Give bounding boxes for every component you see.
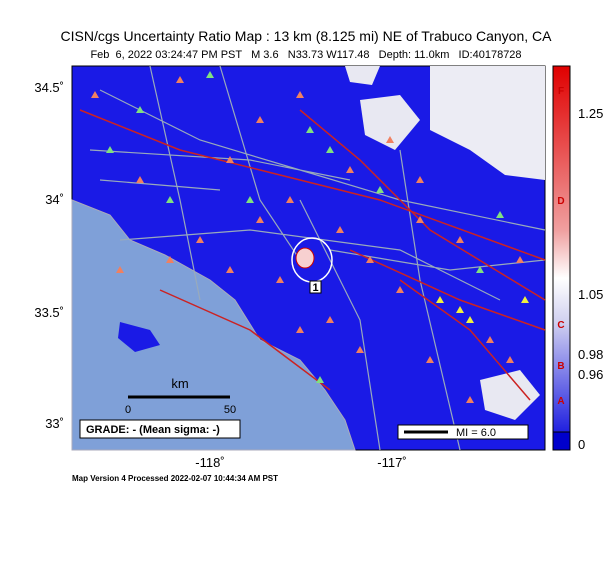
station bbox=[256, 116, 264, 123]
subtitle: Feb 6, 2022 03:24:47 PM PST M 3.6 N33.73… bbox=[90, 49, 521, 61]
station bbox=[166, 256, 174, 263]
station bbox=[336, 226, 344, 233]
grade-letter: A bbox=[557, 396, 564, 407]
scale-start: 0 bbox=[125, 404, 131, 416]
station bbox=[166, 196, 174, 203]
station bbox=[136, 176, 144, 183]
roads bbox=[89, 65, 546, 451]
station bbox=[296, 91, 304, 98]
lon-label: -117˚ bbox=[377, 455, 406, 470]
map: 1 GRADE: - (Mean sigma: -) km 0 50 MI = … bbox=[71, 65, 546, 451]
station bbox=[376, 186, 384, 193]
colorbar-label: 0.98 bbox=[578, 347, 603, 362]
station bbox=[306, 126, 314, 133]
station bbox=[366, 256, 374, 263]
grade: GRADE: - (Mean sigma: -) bbox=[86, 424, 220, 436]
station bbox=[496, 211, 504, 218]
scale-unit: km bbox=[171, 376, 188, 391]
mi-box bbox=[397, 424, 529, 440]
station bbox=[356, 346, 364, 353]
station bbox=[286, 196, 294, 203]
grade-letter: C bbox=[557, 320, 564, 331]
colorbar bbox=[552, 65, 571, 433]
station bbox=[436, 296, 444, 303]
station bbox=[386, 136, 394, 143]
high-uncertainty bbox=[480, 370, 540, 420]
station bbox=[116, 266, 124, 273]
colorbar-zero bbox=[552, 431, 571, 451]
station bbox=[521, 296, 529, 303]
station bbox=[416, 216, 424, 223]
station bbox=[326, 316, 334, 323]
grade-letter: F bbox=[558, 86, 564, 97]
station bbox=[456, 306, 464, 313]
high-uncertainty bbox=[360, 95, 420, 150]
contour bbox=[295, 247, 315, 269]
high-uncertainty bbox=[345, 66, 380, 85]
station bbox=[346, 166, 354, 173]
lat-label: 34.5˚ bbox=[34, 80, 64, 95]
title: CISN/cgs Uncertainty Ratio Map : 13 km (… bbox=[61, 28, 553, 44]
grade-letter: B bbox=[557, 361, 564, 372]
colorbar-label: 1.05 bbox=[578, 287, 603, 302]
colorbar-label: 1.25 bbox=[578, 106, 603, 121]
lat-label: 33˚ bbox=[45, 416, 64, 431]
station bbox=[256, 216, 264, 223]
station bbox=[466, 316, 474, 323]
high-uncertainty bbox=[430, 66, 545, 180]
station bbox=[296, 326, 304, 333]
station bbox=[91, 91, 99, 98]
station bbox=[276, 276, 284, 283]
station bbox=[516, 256, 524, 263]
mi-legend: MI = 6.0 bbox=[456, 427, 496, 439]
colorbar-label: 0.96 bbox=[578, 367, 603, 382]
station bbox=[476, 266, 484, 273]
grade-box bbox=[79, 419, 241, 439]
lat-label: 34˚ bbox=[45, 192, 64, 207]
scale-end: 50 bbox=[224, 404, 236, 416]
station bbox=[416, 176, 424, 183]
station bbox=[426, 356, 434, 363]
lat-label: 33.5˚ bbox=[34, 305, 64, 320]
station bbox=[196, 236, 204, 243]
station bbox=[396, 286, 404, 293]
colorbar-label: 0 bbox=[578, 437, 585, 452]
station bbox=[226, 156, 234, 163]
island bbox=[118, 322, 160, 352]
station bbox=[486, 336, 494, 343]
station bbox=[246, 196, 254, 203]
station bbox=[466, 396, 474, 403]
ocean bbox=[71, 199, 356, 451]
station bbox=[136, 106, 144, 113]
station bbox=[106, 146, 114, 153]
lon-label: -118˚ bbox=[195, 455, 224, 470]
station bbox=[506, 356, 514, 363]
station bbox=[206, 71, 214, 78]
station bbox=[316, 376, 324, 383]
station bbox=[226, 266, 234, 273]
epicenter-label: 1 bbox=[312, 282, 318, 294]
station bbox=[456, 236, 464, 243]
station bbox=[176, 76, 184, 83]
footer: Map Version 4 Processed 2022-02-07 10:44… bbox=[72, 474, 278, 483]
epicenter-box bbox=[309, 280, 322, 294]
station bbox=[326, 146, 334, 153]
grade-letter: D bbox=[557, 196, 564, 207]
faults bbox=[79, 109, 546, 401]
